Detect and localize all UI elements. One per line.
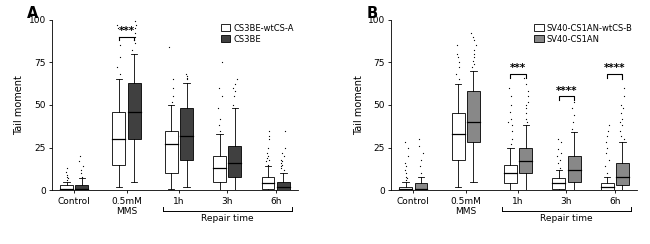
Bar <box>165 131 177 173</box>
Text: B: B <box>367 6 378 21</box>
Bar <box>567 156 580 182</box>
Text: Repair time: Repair time <box>201 214 254 223</box>
Text: ***: *** <box>510 63 526 73</box>
Text: ****: **** <box>604 63 625 73</box>
Bar <box>452 113 465 160</box>
Legend: SV40-CS1AN-wtCS-B, SV40-CS1AN: SV40-CS1AN-wtCS-B, SV40-CS1AN <box>534 24 633 44</box>
Bar <box>552 178 566 189</box>
Bar <box>467 91 480 142</box>
Y-axis label: Tail moment: Tail moment <box>14 75 24 135</box>
Bar <box>75 185 88 190</box>
Bar <box>504 165 517 183</box>
Text: Repair time: Repair time <box>540 214 593 223</box>
Bar <box>128 83 140 139</box>
Bar <box>229 146 241 177</box>
Legend: CS3BE-wtCS-A, CS3BE: CS3BE-wtCS-A, CS3BE <box>220 24 294 44</box>
Text: ***: *** <box>118 26 135 36</box>
Bar <box>616 163 629 185</box>
Bar <box>213 156 226 182</box>
Bar <box>277 182 290 190</box>
Text: ****: **** <box>556 86 577 95</box>
Y-axis label: Tail moment: Tail moment <box>354 75 363 135</box>
Bar <box>112 112 125 165</box>
Bar <box>60 185 73 190</box>
Bar <box>399 187 412 190</box>
Text: A: A <box>27 6 39 21</box>
Bar <box>261 177 274 189</box>
Bar <box>180 108 193 160</box>
Bar <box>519 148 532 173</box>
Bar <box>415 183 428 190</box>
Bar <box>601 183 614 190</box>
